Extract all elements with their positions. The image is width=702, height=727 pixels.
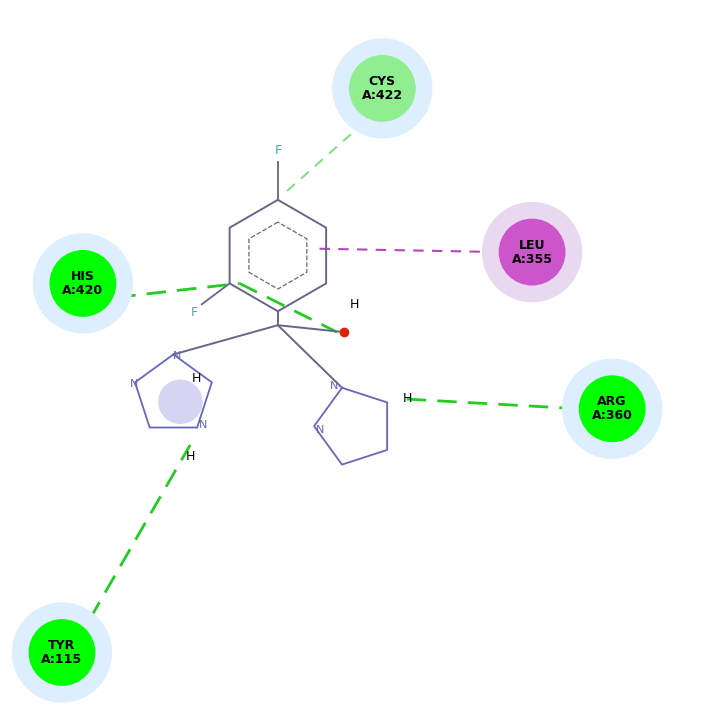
Text: H: H [192,372,201,385]
Text: ARG
A:360: ARG A:360 [592,395,633,422]
Text: N: N [199,420,207,430]
Text: N: N [173,351,181,361]
Circle shape [158,379,203,424]
Circle shape [482,202,582,302]
Circle shape [49,250,117,317]
Circle shape [578,375,646,442]
Text: LEU
A:355: LEU A:355 [512,238,552,265]
Circle shape [33,233,133,334]
Text: TYR
A:115: TYR A:115 [41,639,83,666]
Text: CYS
A:422: CYS A:422 [362,75,403,102]
Circle shape [349,55,416,122]
Text: H: H [185,450,195,463]
Text: F: F [274,144,282,156]
Text: HIS
A:420: HIS A:420 [62,270,103,297]
Text: N: N [330,381,338,390]
Circle shape [332,39,432,139]
Text: N: N [315,425,324,435]
Text: F: F [191,306,198,319]
Text: H: H [402,393,412,406]
Circle shape [12,603,112,703]
Text: H: H [350,298,359,311]
Circle shape [29,619,95,686]
Circle shape [498,219,566,286]
Circle shape [562,358,662,459]
Text: N: N [129,379,138,389]
